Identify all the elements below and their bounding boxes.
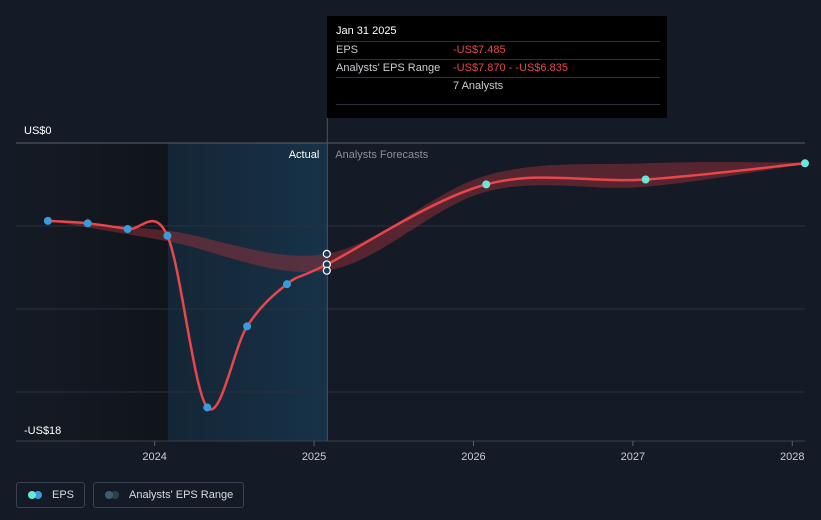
tooltip-value: -US$7.870 - -US$6.835: [453, 62, 568, 74]
x-tick-label: 2028: [780, 451, 804, 463]
tooltip-row-analysts: 7 Analysts: [336, 77, 660, 105]
eps-actual-point: [243, 322, 252, 331]
eps-estimate-point: [322, 266, 331, 275]
y-label-bottom: -US$18: [24, 425, 61, 437]
past-region: [16, 143, 168, 441]
x-tick-label: 2027: [621, 451, 645, 463]
region-label-forecast: Analysts Forecasts: [335, 149, 428, 161]
tooltip-value: -US$7.485: [453, 44, 506, 56]
y-label-top: US$0: [24, 125, 52, 137]
eps-forecast-point: [641, 175, 650, 184]
legend-label: EPS: [52, 489, 75, 501]
x-tick-label: 2024: [142, 451, 166, 463]
tooltip-label: EPS: [336, 44, 359, 56]
legend-item-eps[interactable]: EPS: [16, 482, 86, 508]
tooltip-label: Analysts' EPS Range: [336, 62, 441, 74]
eps-range-band: [47, 162, 806, 273]
tooltip-row-eps: EPS -US$7.485: [336, 41, 660, 59]
eps-forecast-point: [482, 180, 491, 189]
legend-item-eps-range[interactable]: Analysts' EPS Range: [93, 482, 245, 508]
eps-actual-point: [282, 280, 291, 289]
eps-estimate-point: [322, 249, 331, 258]
tooltip-value: 7 Analysts: [453, 80, 504, 92]
x-tick-label: 2026: [461, 451, 485, 463]
tooltip-date: Jan 31 2025: [336, 25, 397, 37]
chart-tooltip: Jan 31 2025 EPS -US$7.485 Analysts' EPS …: [327, 16, 667, 118]
actual-region: [167, 143, 328, 441]
chart-legend: EPS Analysts' EPS Range: [16, 482, 245, 508]
eps-actual-point: [83, 219, 92, 228]
eps-actual-point: [123, 224, 132, 233]
eps-actual-point: [43, 216, 52, 225]
legend-label: Analysts' EPS Range: [129, 489, 234, 501]
x-tick-label: 2025: [302, 451, 326, 463]
region-label-actual: Actual: [289, 149, 320, 161]
eps-forecast-point: [801, 159, 809, 168]
eps-actual-point: [203, 403, 212, 412]
legend-swatch-icon: [105, 491, 123, 499]
legend-swatch-icon: [28, 491, 46, 499]
tooltip-label: [336, 78, 453, 104]
tooltip-row-range: Analysts' EPS Range -US$7.870 - -US$6.83…: [336, 59, 660, 77]
eps-actual-point: [163, 231, 172, 240]
